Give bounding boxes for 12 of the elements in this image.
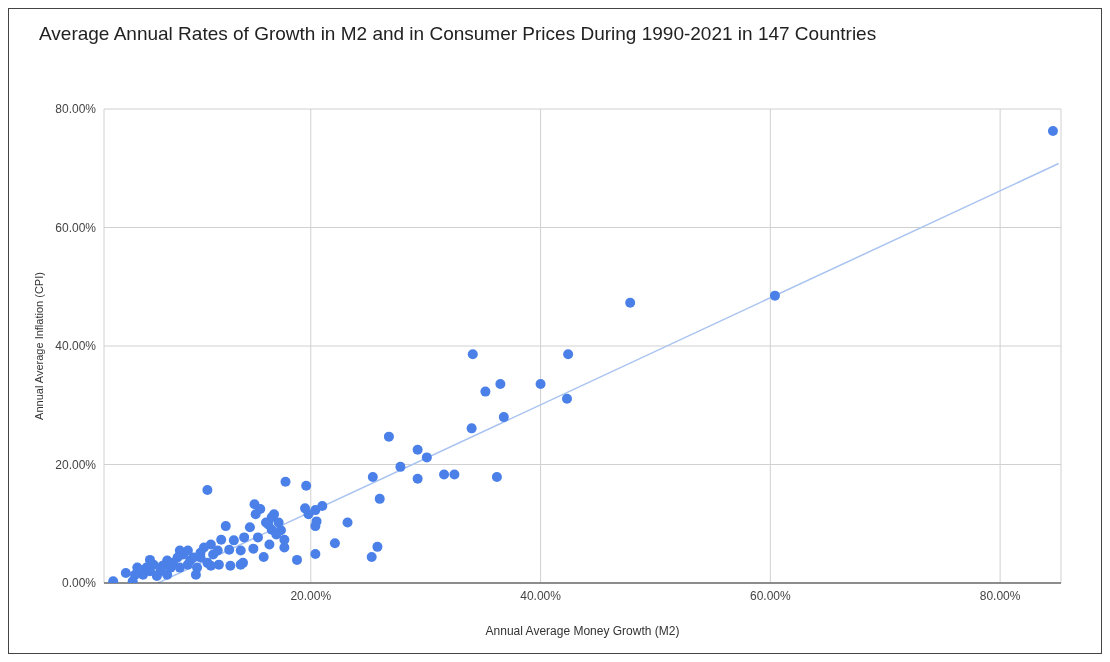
x-tick-label: 20.00% <box>290 588 332 603</box>
chart-title: Average Annual Rates of Growth in M2 and in Consumer Prices During 1990-2021 in 147 Countries <box>39 23 877 45</box>
x-axis-title: Annual Average Money Growth (M2) <box>485 624 680 638</box>
y-tick-label: 40.00% <box>55 339 97 354</box>
x-tick-label: 80.00% <box>979 588 1021 603</box>
y-tick-label: 60.00% <box>55 220 97 235</box>
y-tick-label: 80.00% <box>55 102 97 117</box>
x-tick-label: 60.00% <box>749 588 792 603</box>
y-tick-label: 0.00% <box>61 576 97 591</box>
y-tick-label: 20.00% <box>55 457 97 472</box>
y-axis-title: Annual Average Inflation (CPI) <box>32 272 45 420</box>
x-tick-label: 40.00% <box>520 588 562 603</box>
